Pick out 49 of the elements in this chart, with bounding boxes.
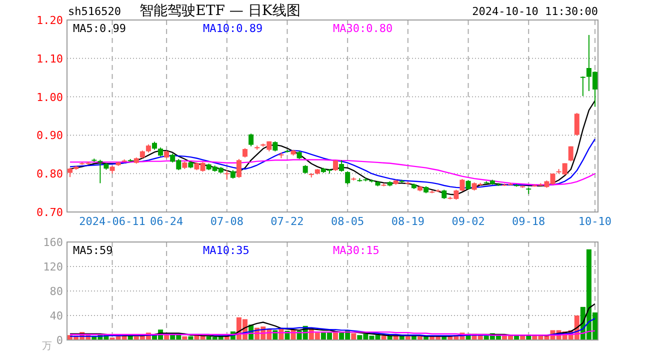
x-tick-label: 2024-06-11: [79, 215, 146, 228]
text: MA30:0.80: [333, 22, 393, 35]
text: MA10:35: [203, 244, 250, 257]
candlestick: [242, 148, 248, 158]
candlestick: [272, 140, 278, 152]
text: MA10:0.89: [203, 22, 263, 35]
x-tick-label: 07-22: [270, 215, 304, 228]
text: MA30:15: [333, 244, 380, 257]
y-tick-label: 80: [50, 285, 63, 298]
x-tick-label: 08-05: [331, 215, 364, 228]
x-tick-label: 06-24: [150, 215, 184, 228]
candlestick: [224, 170, 230, 180]
text: MA5:59: [73, 244, 113, 257]
text: sh516520: [68, 5, 121, 18]
line-series: [69, 100, 596, 196]
y-tick-label: 0.70: [36, 206, 63, 219]
bar: [514, 336, 520, 340]
y-tick-label: 160: [43, 236, 63, 249]
candlestick: [442, 189, 447, 200]
candlestick: [568, 146, 574, 162]
candlestick: [345, 170, 350, 185]
y-tick-label: 40: [50, 310, 63, 322]
line-series: [69, 138, 596, 188]
y-tick-label: 1.00: [36, 90, 63, 104]
y-tick-label: 1.10: [36, 52, 63, 66]
y-tick-label: 1.20: [36, 14, 63, 27]
x-tick-label: 09-02: [452, 215, 485, 228]
candlestick: [580, 76, 586, 97]
x-tick-label: 09-18: [512, 215, 546, 228]
chart-title: 智能驾驶ETF — 日K线图: [140, 3, 300, 19]
y-tick-label: 0: [56, 334, 63, 347]
candlestick: [333, 160, 338, 172]
y-tick-label: 0.80: [36, 168, 63, 181]
y-tick-label: 120: [43, 260, 63, 274]
candlestick: [236, 158, 242, 178]
candlestick: [339, 160, 344, 172]
text: 2024-10-10 11:30:00: [472, 5, 598, 18]
line-series: [69, 159, 596, 186]
x-tick-label: 08-19: [391, 215, 424, 228]
candlestick: [460, 178, 465, 192]
candlestick: [574, 112, 580, 136]
y-axis-title: 万: [42, 341, 52, 352]
x-tick-label: 10-10: [578, 215, 612, 228]
candlestick: [248, 133, 254, 147]
text: MA5:0.99: [73, 22, 126, 35]
candlestick: [466, 180, 471, 190]
bar: [164, 335, 170, 340]
y-tick-label: 0.90: [36, 129, 63, 142]
x-tick-label: 07-08: [210, 215, 244, 228]
